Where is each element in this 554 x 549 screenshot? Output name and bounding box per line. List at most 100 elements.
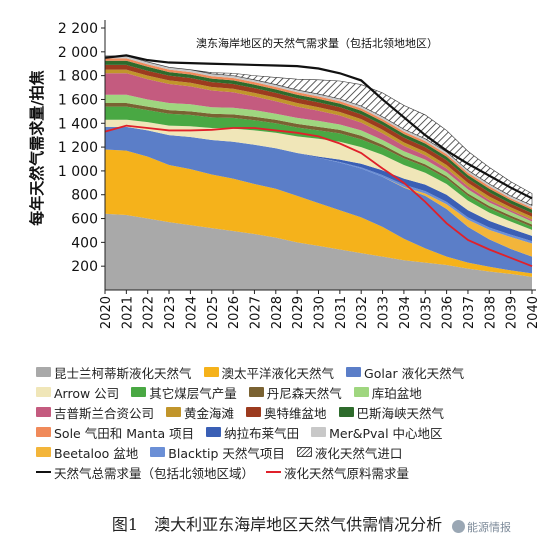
legend-item: 澳太平洋液化天然气 (203, 363, 335, 382)
legend-swatch (36, 471, 51, 473)
legend-row: 昆士兰柯蒂斯液化天然气 澳太平洋液化天然气 Golar 液化天然气 (36, 362, 551, 382)
legend-row: Arrow 公司 其它煤层气产量 丹尼森天然气 库珀盆地 (36, 382, 551, 402)
legend-swatch (206, 427, 222, 437)
x-tick-label: 2023 (163, 296, 178, 329)
legend-swatch (203, 367, 219, 377)
legend-item: 丹尼森天然气 (248, 383, 342, 402)
legend-item: 天然气总需求量（包括北领地区域） (36, 463, 254, 482)
legend-item: Arrow 公司 (36, 383, 119, 402)
legend-item: 奥特维盆地 (246, 403, 327, 422)
chart-title: 澳东海岸地区的天然气需求量（包括北领地地区） (196, 36, 438, 50)
legend-item: Beetaloo 盆地 (36, 443, 138, 462)
watermark: 能源情报 (452, 519, 511, 535)
legend-swatch (150, 447, 166, 457)
y-tick-label: 2 200 (58, 21, 98, 37)
x-tick-label: 2020 (99, 296, 114, 329)
legend-row: Beetaloo 盆地 Blacktip 天然气项目 液化天然气进口 (36, 442, 551, 462)
legend-item: 黄金海滩 (166, 403, 234, 422)
legend-row: Sole 气田和 Manta 项目 纳拉布莱气田 Mer&Pval 中心地区 (36, 422, 551, 442)
legend-item: 昆士兰柯蒂斯液化天然气 (36, 363, 192, 382)
figure-caption: 图1 澳大利亚东海岸地区天然气供需情况分析 (111, 515, 443, 534)
y-tick-label: 1 000 (58, 164, 98, 180)
x-tick-label: 2030 (313, 296, 328, 329)
x-tick-label: 2029 (291, 296, 306, 329)
legend-swatch (296, 447, 312, 457)
legend-label: 库珀盆地 (371, 385, 422, 401)
legend-swatch (166, 407, 182, 417)
area-0 (105, 213, 532, 290)
total-demand-line (104, 54, 533, 200)
area-4 (105, 106, 532, 230)
legend-label: 丹尼森天然气 (266, 385, 342, 401)
legend-swatch (266, 471, 282, 473)
x-tick-label: 2022 (142, 296, 157, 329)
x-tick-label: 2036 (441, 296, 456, 329)
x-tick-label: 2039 (505, 296, 520, 329)
area-16 (105, 55, 533, 206)
y-tick-label: 1 600 (58, 92, 98, 108)
legend-label: 澳太平洋液化天然气 (221, 365, 335, 381)
legend-label: 吉普斯兰合资公司 (54, 405, 155, 421)
x-tick-label: 2033 (377, 296, 392, 329)
legend-swatch (346, 367, 362, 377)
x-tick-label: 2031 (334, 296, 349, 329)
legend-label: 其它煤层气产量 (149, 385, 237, 401)
legend-label: 纳拉布莱气田 (224, 425, 300, 441)
legend-row: 吉普斯兰合资公司 黄金海滩 奥特维盆地 巴斯海峡天然气 (36, 402, 551, 422)
legend-item: 液化天然气原料需求量 (266, 463, 409, 482)
y-tick-label: 2 000 (58, 45, 98, 61)
x-tick-label: 2026 (227, 296, 242, 329)
legend-label: Golar 液化天然气 (364, 365, 465, 381)
x-tick-label: 2040 (526, 296, 541, 329)
area-5 (105, 103, 532, 227)
legend-label: Mer&Pval 中心地区 (329, 425, 443, 441)
legend: 昆士兰柯蒂斯液化天然气 澳太平洋液化天然气 Golar 液化天然气 Arrow 公司 其… (36, 362, 551, 482)
legend-swatch (353, 387, 369, 397)
legend-item: 纳拉布莱气田 (206, 423, 299, 442)
legend-swatch (246, 407, 262, 417)
x-tick-label: 2025 (206, 296, 221, 329)
legend-swatch (36, 387, 51, 397)
y-tick-label: 200 (71, 259, 98, 275)
wechat-icon (452, 520, 465, 533)
y-axis-label: 每年天然气需求量/拍焦 (28, 70, 46, 225)
legend-item: Mer&Pval 中心地区 (311, 423, 443, 442)
y-tick-label: 800 (71, 188, 98, 204)
y-tick-label: 1 400 (58, 116, 98, 132)
legend-label: Beetaloo 盆地 (54, 445, 139, 461)
legend-item: 吉普斯兰合资公司 (36, 403, 154, 422)
legend-swatch (131, 387, 147, 397)
legend-swatch (311, 427, 327, 437)
legend-label: 黄金海滩 (184, 405, 235, 421)
legend-swatch (36, 427, 51, 437)
legend-item: 其它煤层气产量 (131, 383, 237, 402)
legend-label: Arrow 公司 (54, 385, 120, 401)
legend-label: 液化天然气进口 (314, 445, 403, 461)
legend-row: 天然气总需求量（包括北领地区域） 液化天然气原料需求量 (36, 462, 551, 482)
y-tick-label: 600 (71, 212, 98, 228)
legend-label: 天然气总需求量（包括北领地区域） (54, 465, 255, 481)
legend-item: 库珀盆地 (353, 383, 422, 402)
legend-label: Blacktip 天然气项目 (168, 445, 285, 461)
legend-swatch (36, 447, 51, 457)
legend-label: Sole 气田和 Manta 项目 (54, 425, 195, 441)
legend-item: Golar 液化天然气 (346, 363, 464, 382)
area-1 (105, 149, 532, 277)
x-tick-label: 2035 (419, 296, 434, 329)
legend-label: 昆士兰柯蒂斯液化天然气 (54, 365, 192, 381)
legend-item: 液化天然气进口 (296, 443, 403, 462)
watermark-text: 能源情报 (467, 521, 511, 534)
legend-label: 液化天然气原料需求量 (284, 465, 410, 481)
legend-swatch (36, 367, 51, 377)
legend-swatch (248, 387, 264, 397)
y-tick-label: 1 200 (58, 140, 98, 156)
x-tick-label: 2028 (270, 296, 285, 329)
x-tick-label: 2024 (184, 296, 199, 329)
legend-label: 巴斯海峡天然气 (356, 405, 445, 421)
legend-label: 奥特维盆地 (264, 405, 327, 421)
area-chart: 200 400 600 800 1 000 1 200 1 400 1 600 1 800 2 0… (28, 20, 541, 329)
x-tick-label: 2027 (248, 296, 263, 329)
area-3 (105, 119, 532, 236)
area-7 (105, 73, 532, 222)
lng-feed-demand-line (104, 124, 533, 268)
